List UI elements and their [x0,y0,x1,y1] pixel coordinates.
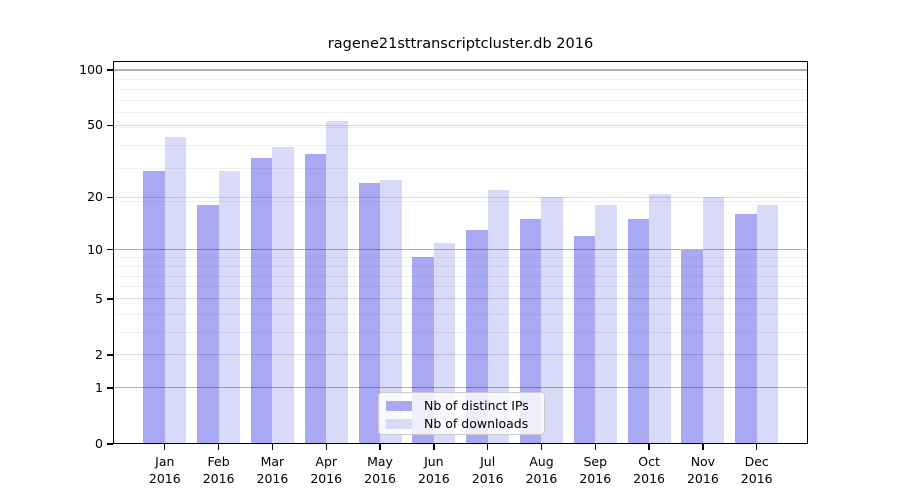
legend: Nb of distinct IPs Nb of downloads [378,392,545,435]
x-tick-apr-2016 [325,444,327,450]
x-tick-mar-2016 [271,444,274,450]
x-tick-feb-2016 [217,444,220,450]
x-tick-label-jul-2016: Jul 2016 [471,454,504,486]
x-tick-label-aug-2016: Aug 2016 [525,454,558,486]
y-tick-label-50: 50 [87,117,103,133]
x-tick-label-apr-2016: Apr 2016 [310,454,343,486]
x-tick-label-sep-2016: Sep 2016 [579,454,612,486]
bar-downloads-dec-2016 [756,205,779,444]
x-tick-sep-2016 [594,444,596,450]
x-tick-may-2016 [379,444,381,450]
x-tick-label-mar-2016: Mar 2016 [256,454,289,486]
y-tick-label-5: 5 [95,290,103,306]
bar-downloads-jan-2016 [164,137,187,444]
y-grid-minor-29 [113,168,808,170]
y-tick-10 [107,249,113,251]
legend-label-downloads: Nb of downloads [424,416,529,431]
y-tick-label-100: 100 [79,62,103,78]
x-tick-dec-2016 [756,444,758,450]
y-grid-100 [113,69,808,71]
bar-distinct-ips-dec-2016 [735,214,757,444]
chart-title: ragene21sttranscriptcluster.db 2016 [327,36,594,52]
bar-downloads-sep-2016 [595,205,617,444]
legend-item-distinct-ips: Nb of distinct IPs [386,397,544,414]
bar-distinct-ips-oct-2016 [627,219,650,444]
bar-distinct-ips-aug-2016 [519,219,542,444]
bar-downloads-oct-2016 [649,193,671,444]
legend-item-downloads: Nb of downloads [386,415,544,432]
bar-distinct-ips-apr-2016 [304,153,327,444]
x-tick-jun-2016 [433,444,435,450]
bar-distinct-ips-jul-2016 [466,230,488,444]
bar-downloads-aug-2016 [541,197,563,444]
y-tick-5 [107,298,113,300]
y-grid-50 [113,124,808,126]
legend-swatch-distinct-ips [386,400,412,411]
y-tick-label-20: 20 [87,189,103,205]
y-grid-minor-89 [113,79,808,81]
bar-distinct-ips-may-2016 [358,183,381,444]
y-tick-label-0: 0 [95,436,103,451]
bar-distinct-ips-jan-2016 [143,171,165,444]
x-tick-label-oct-2016: Oct 2016 [633,454,665,486]
y-tick-0 [107,443,113,445]
bar-downloads-may-2016 [380,180,402,444]
x-tick-nov-2016 [702,444,704,450]
y-tick-label-1: 1 [95,379,103,395]
x-tick-label-jun-2016: Jun 2016 [417,454,450,486]
y-grid-minor-69 [113,99,808,101]
x-tick-aug-2016 [540,444,543,450]
bar-distinct-ips-mar-2016 [250,158,273,444]
bar-downloads-mar-2016 [272,147,294,444]
y-grid-minor-59 [113,112,808,114]
bar-downloads-feb-2016 [218,171,241,444]
y-tick-label-2: 2 [95,346,103,362]
y-tick-1 [107,387,113,389]
y-grid-minor-79 [113,88,808,90]
bar-distinct-ips-nov-2016 [681,249,703,444]
x-tick-label-jan-2016: Jan 2016 [148,454,181,486]
bar-downloads-apr-2016 [326,120,348,444]
x-tick-label-feb-2016: Feb 2016 [202,454,235,486]
x-tick-oct-2016 [648,444,650,450]
y-tick-label-10: 10 [87,241,103,257]
y-grid-minor-49 [113,127,808,129]
bar-distinct-ips-sep-2016 [573,236,596,444]
y-tick-20 [107,196,113,199]
x-tick-jul-2016 [486,444,489,450]
x-tick-jan-2016 [164,444,166,450]
bar-distinct-ips-feb-2016 [197,205,219,444]
x-tick-label-dec-2016: Dec 2016 [740,454,773,486]
y-tick-100 [107,69,113,71]
x-tick-label-nov-2016: Nov 2016 [686,454,719,486]
y-tick-2 [107,354,113,356]
legend-swatch-downloads [386,418,412,429]
y-tick-50 [107,124,113,127]
legend-label-distinct-ips: Nb of distinct IPs [424,398,529,413]
x-tick-label-may-2016: May 2016 [364,454,396,486]
plot-area [113,61,808,444]
y-grid-minor-39 [113,145,808,147]
bar-downloads-nov-2016 [702,197,725,444]
bar-downloads-jul-2016 [487,189,510,444]
